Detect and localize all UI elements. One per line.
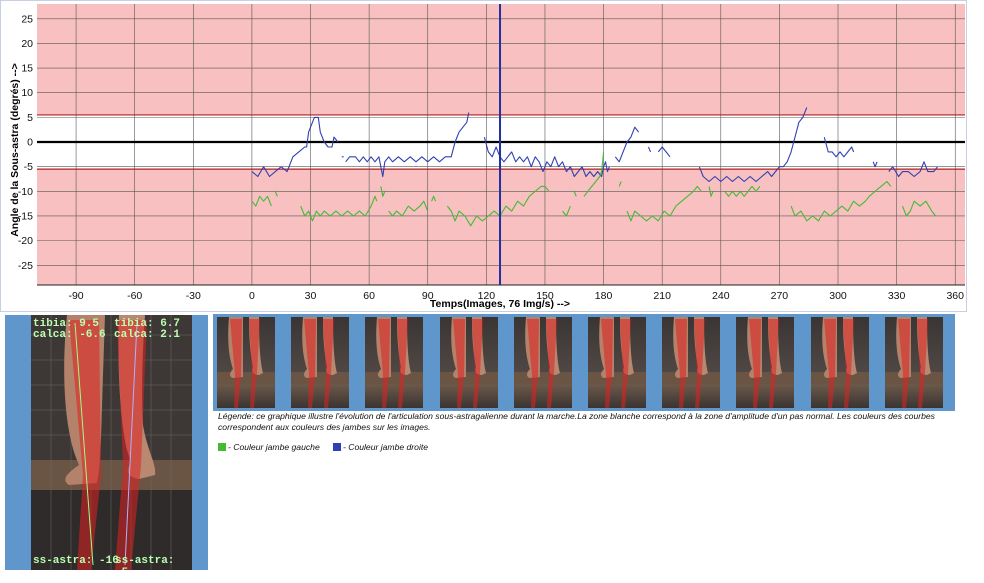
right-leg-series-line xyxy=(251,116,339,178)
legend-right-label: - Couleur jambe droite xyxy=(343,442,429,452)
frame-thumbnail-strip[interactable] xyxy=(213,314,955,411)
left-leg-series-line xyxy=(431,195,437,202)
legend-right-leg: - Couleur jambe droite xyxy=(333,442,428,452)
tibia-right-value: tibia: 6.7 xyxy=(114,318,181,330)
x-tick-label: 360 xyxy=(946,290,964,302)
x-tick-label: 240 xyxy=(712,290,730,302)
calca-left-value: calca: -6.6 xyxy=(33,329,106,341)
left-leg-series-line xyxy=(626,185,702,222)
left-leg-series-line xyxy=(388,200,429,217)
x-tick-label: 300 xyxy=(829,290,847,302)
left-leg-series-line xyxy=(790,180,892,222)
left-leg-series-line xyxy=(562,205,571,217)
x-tick-label: 150 xyxy=(536,290,554,302)
x-tick-label: 210 xyxy=(653,290,671,302)
ssastra-right-value: ss-astra: -5 xyxy=(115,555,175,570)
y-tick-label: 10 xyxy=(21,87,33,99)
y-tick-label: -10 xyxy=(18,186,33,198)
y-tick-label: -20 xyxy=(18,235,33,247)
x-tick-label: 60 xyxy=(363,290,375,302)
main-leg-photo: tibia: 9.5 calca: -6.6 tibia: 6.7 calca:… xyxy=(5,315,208,570)
x-tick-label: 180 xyxy=(595,290,613,302)
x-tick-label: 270 xyxy=(771,290,789,302)
left-leg-series-line xyxy=(724,185,761,197)
frame-thumbnail[interactable] xyxy=(217,317,275,408)
tibia-left-value: tibia: 9.5 xyxy=(33,318,100,330)
left-leg-series-line xyxy=(300,195,378,222)
frame-thumbnail[interactable] xyxy=(291,317,350,408)
legend-caption: Légende: ce graphique illustre l'évoluti… xyxy=(218,411,935,432)
right-leg-swatch xyxy=(333,443,341,451)
y-tick-label: 15 xyxy=(21,63,33,75)
right-leg-series-line xyxy=(657,146,671,158)
y-tick-label: 25 xyxy=(21,13,33,25)
right-leg-series-line xyxy=(483,136,610,178)
y-tick-label: -5 xyxy=(24,161,33,173)
legend-left-leg: - Couleur jambe gauche xyxy=(218,442,320,452)
left-leg-series-line xyxy=(901,200,937,217)
subtalar-angle-chart: -90 -60 -30 0 30 60 90 120 150 180 210 240 270 300 330… xyxy=(0,0,967,312)
y-tick-label: 5 xyxy=(27,112,33,124)
left-leg-series-line xyxy=(446,185,550,227)
x-axis-label: Temps(Images, 76 Img/s) --> xyxy=(430,298,570,310)
x-tick-label: 0 xyxy=(249,290,255,302)
right-leg-series-line xyxy=(872,161,878,168)
x-tick-label: -30 xyxy=(186,290,201,302)
x-tick-label: -60 xyxy=(127,290,142,302)
x-tick-label: 120 xyxy=(478,290,496,302)
frame-thumbnail[interactable] xyxy=(884,317,943,408)
y-tick-label: 0 xyxy=(27,137,33,149)
y-tick-label: -25 xyxy=(18,260,33,272)
left-leg-series-line xyxy=(708,186,714,197)
left-leg-swatch xyxy=(218,443,226,451)
right-leg-series-line xyxy=(888,161,939,178)
leg-photo-frame: tibia: 9.5 calca: -6.6 tibia: 6.7 calca:… xyxy=(31,315,192,570)
x-tick-label: 30 xyxy=(305,290,317,302)
frame-thumbnail[interactable] xyxy=(662,317,721,408)
calca-right-value: calca: 2.1 xyxy=(114,329,181,341)
y-tick-label: 20 xyxy=(21,38,33,50)
right-leg-series-line xyxy=(823,136,855,158)
frame-thumbnail[interactable] xyxy=(736,317,795,408)
left-leg-series-line xyxy=(251,195,272,207)
frame-thumbnail[interactable] xyxy=(810,317,869,408)
left-leg-series-line xyxy=(380,186,386,197)
x-tick-label: -90 xyxy=(68,290,83,302)
legend-left-label: - Couleur jambe gauche xyxy=(228,442,320,452)
x-tick-label: 330 xyxy=(888,290,906,302)
frame-thumbnail[interactable] xyxy=(365,317,424,408)
frame-thumbnail[interactable] xyxy=(439,317,498,408)
left-leg-series-line xyxy=(618,181,622,187)
y-tick-label: -15 xyxy=(18,210,33,222)
right-leg-series-line xyxy=(698,107,808,183)
frame-thumbnail[interactable] xyxy=(513,317,572,408)
ssastra-left-value: ss-astra: -16 xyxy=(33,555,119,567)
left-leg-series-line xyxy=(274,191,278,197)
right-leg-series-line xyxy=(345,112,470,178)
left-leg-series-line xyxy=(583,151,605,197)
frame-thumbnail[interactable] xyxy=(588,317,646,408)
x-tick-label: 90 xyxy=(422,290,434,302)
y-axis-label: Angle de la Sous-astra (degrés) --> xyxy=(9,63,21,237)
left-leg-series-line xyxy=(573,191,577,197)
right-leg-series-line xyxy=(647,146,652,153)
right-leg-series-line xyxy=(614,126,640,163)
